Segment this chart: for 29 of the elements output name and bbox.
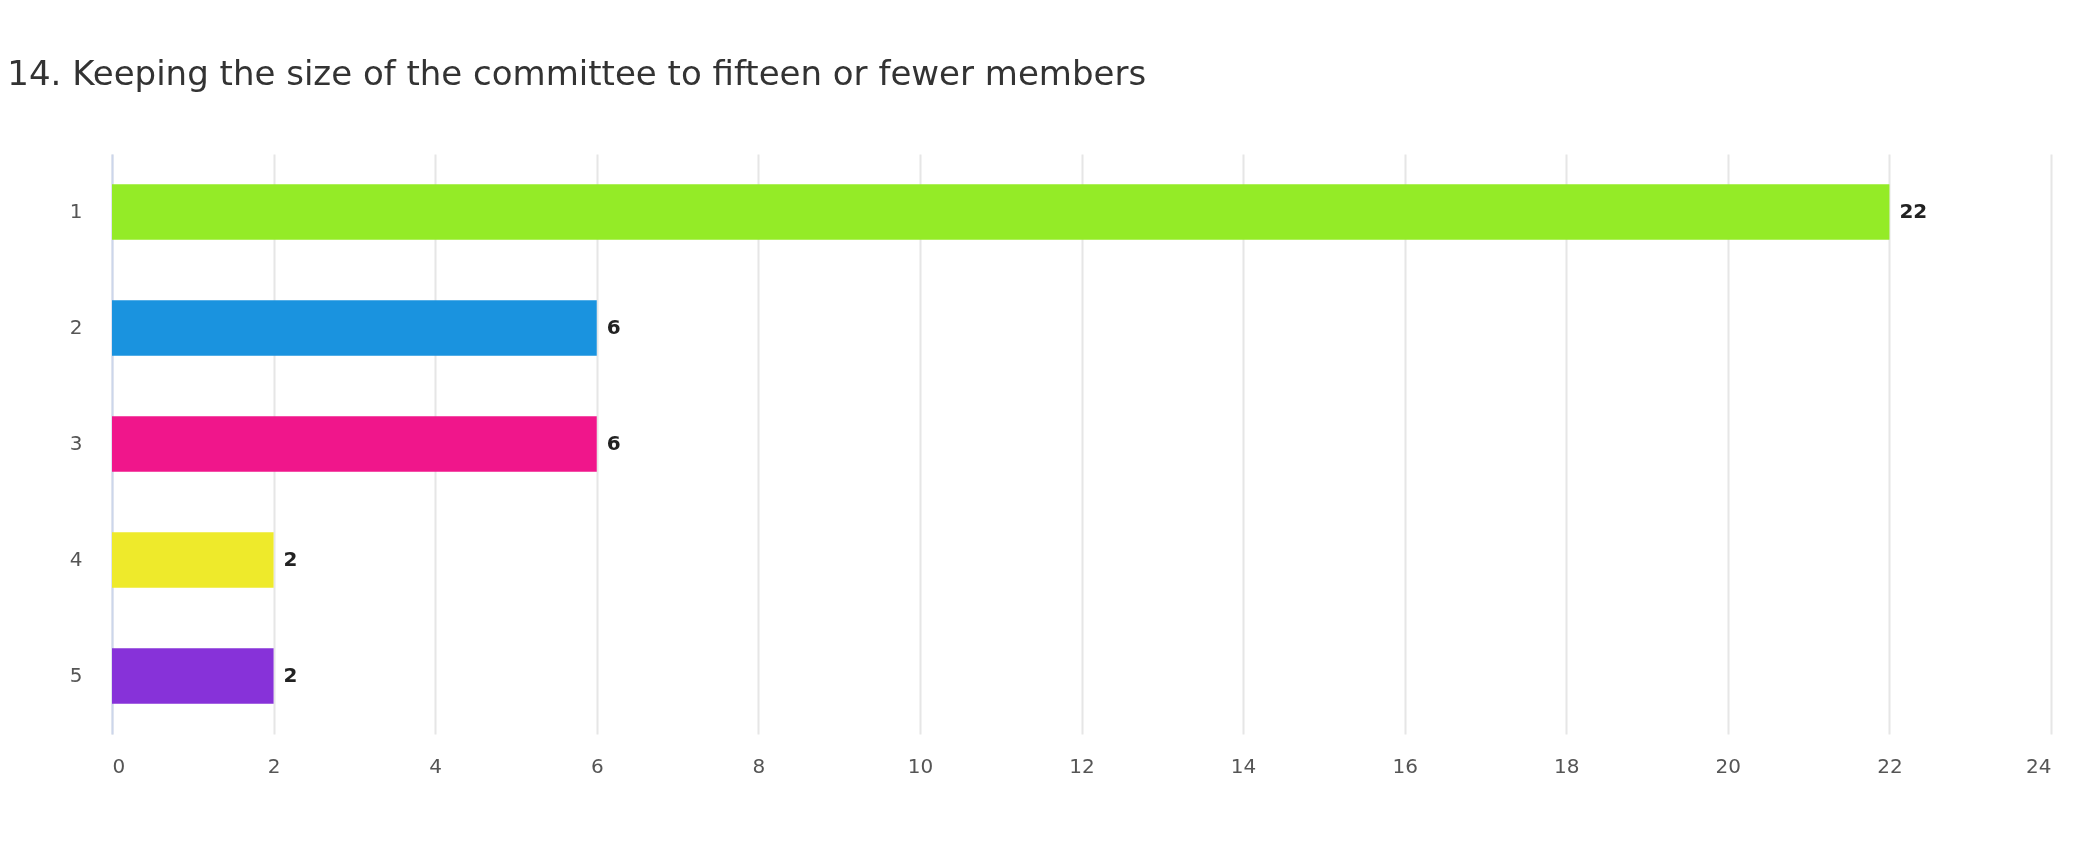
- chart-title: 14. Keeping the size of the committee to fifteen or fewer members: [7, 53, 1147, 93]
- x-tick-label: 18: [1554, 753, 1580, 778]
- data-label: 2: [283, 547, 298, 571]
- x-tick-label: 24: [2026, 753, 2052, 778]
- y-tick-label: 3: [69, 431, 83, 455]
- x-tick-label: 2: [267, 753, 281, 778]
- bar: [112, 532, 274, 588]
- bar: [112, 648, 274, 704]
- data-label: 6: [606, 315, 621, 339]
- data-label: 22: [1899, 199, 1928, 223]
- x-tick-label: 6: [590, 753, 604, 778]
- x-tick-label: 0: [112, 753, 126, 778]
- x-tick-label: 4: [429, 753, 443, 778]
- y-tick-label: 4: [69, 547, 83, 571]
- y-tick-label: 1: [69, 199, 83, 223]
- x-tick-label: 12: [1069, 753, 1095, 778]
- data-label: 6: [606, 431, 621, 455]
- x-tick-label: 20: [1715, 753, 1742, 778]
- bar: [112, 416, 597, 472]
- bar: [112, 300, 597, 356]
- data-label: 2: [283, 663, 298, 687]
- y-tick-label: 5: [69, 663, 83, 687]
- x-tick-label: 16: [1392, 753, 1418, 778]
- x-tick-label: 22: [1877, 753, 1903, 778]
- y-tick-label: 2: [69, 315, 83, 339]
- x-tick-label: 8: [752, 753, 766, 778]
- x-tick-label: 14: [1230, 753, 1257, 778]
- bar: [112, 184, 1890, 240]
- x-tick-label: 10: [907, 753, 934, 778]
